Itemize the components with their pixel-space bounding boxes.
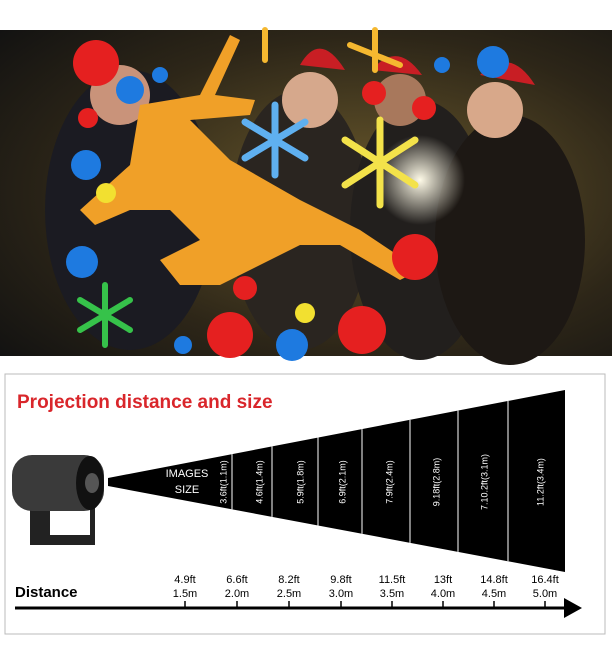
diagram-frame (4, 373, 606, 635)
distance-ft: 8.2ft (278, 574, 299, 586)
image-size: 3.6ft(1.1m) (218, 460, 228, 504)
party-photo (0, 27, 612, 365)
projection-cone (108, 390, 565, 572)
distance-m: 5.0m (533, 588, 557, 600)
distance-label: Distance (15, 584, 78, 601)
distance-ft: 11.5ft (379, 574, 406, 586)
axis-arrow (564, 598, 582, 618)
image-size: 6.9ft(2.1m) (337, 460, 347, 504)
distance-m: 4.0m (431, 588, 455, 600)
image-size: 4.6ft(1.4m) (254, 460, 264, 504)
distance-ft: 9.8ft (330, 574, 351, 586)
projector (12, 455, 104, 545)
distance-m: 2.5m (277, 588, 301, 600)
distance-ft: 14.8ft (480, 574, 508, 586)
image-size-label: SIZE (175, 484, 199, 496)
distance-ft: 4.9ft (174, 574, 195, 586)
distance-m: 2.0m (225, 588, 249, 600)
distance-m: 3.0m (329, 588, 353, 600)
diagram-title: Projection distance and size (17, 392, 273, 413)
distance-m: 4.5m (482, 588, 506, 600)
image-size: 5.9ft(1.8m) (295, 460, 305, 504)
image-size: 7.10.2ft(3.1m) (479, 454, 489, 510)
distance-ft: 16.4ft (531, 574, 559, 586)
distance-ft: 13ft (434, 574, 452, 586)
image-size: 11.2ft(3.4m) (535, 458, 545, 506)
image-size: 9.18ft(2.8m) (431, 458, 441, 507)
distance-m: 3.5m (380, 588, 404, 600)
image-size-label: IMAGES (166, 468, 209, 480)
image-size: 7.9ft(2.4m) (384, 460, 394, 504)
distance-m: 1.5m (173, 588, 197, 600)
distance-ft: 6.6ft (226, 574, 247, 586)
